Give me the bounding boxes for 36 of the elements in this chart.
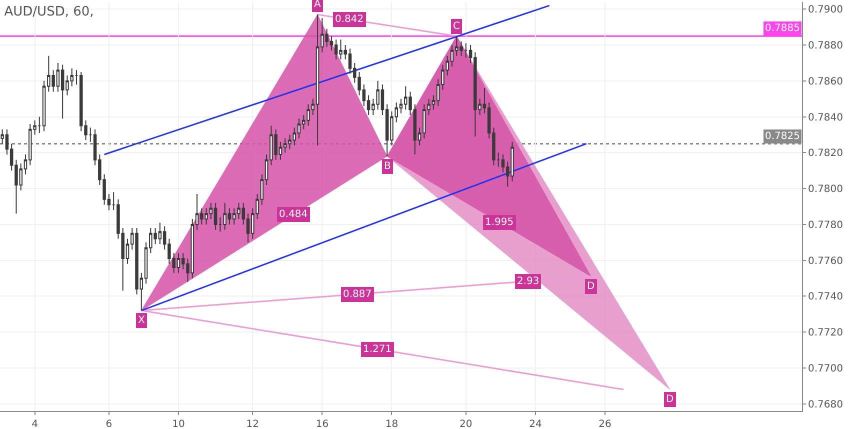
y-tick-label: 0.7740 [808, 292, 843, 303]
x-tick-label: 4 [32, 419, 38, 429]
annotation: 0.887 [343, 289, 372, 300]
x-tick-label: 16 [316, 419, 329, 429]
y-tick-label: 0.7760 [808, 256, 843, 267]
x-tick-label: 12 [246, 419, 260, 429]
annotation: 1.995 [485, 217, 514, 228]
data-label: C [453, 21, 460, 32]
chart-title: AUD/USD, 60, [4, 4, 94, 20]
y-tick-label: 0.7680 [808, 399, 843, 410]
data-label: D [587, 281, 595, 292]
y-tick-label: 0.7700 [808, 363, 843, 374]
data-label: X [138, 315, 145, 326]
y-tick-label: 0.7840 [808, 112, 843, 124]
x-tick-label: 24 [529, 419, 542, 429]
ref-line-label: 0.7885 [765, 23, 800, 34]
x-tick-label: 10 [172, 419, 185, 429]
y-tick-label: 0.7820 [808, 148, 843, 160]
y-tick-label: 0.7720 [808, 328, 843, 339]
x-tick-label: 20 [460, 419, 472, 429]
annotation: 0.842 [335, 14, 364, 25]
ref-line-label: 0.7825 [765, 131, 800, 142]
annotation: 0.484 [279, 209, 308, 220]
x-tick-label: 6 [106, 419, 112, 429]
annotation: 2.93 [517, 276, 540, 287]
x-tick-label: 26 [598, 419, 612, 429]
y-tick-label: 0.7880 [808, 40, 843, 52]
annotation: 1.271 [363, 344, 392, 355]
y-tick-label: 0.7860 [808, 76, 843, 88]
data-label: B [384, 161, 391, 172]
y-tick-label: 0.7900 [808, 4, 843, 16]
y-tick-label: 0.7800 [808, 184, 843, 196]
data-label: D [666, 394, 674, 405]
data-label: A [314, 0, 321, 10]
x-tick-label: 18 [385, 419, 398, 429]
y-tick-label: 0.7780 [808, 220, 843, 231]
